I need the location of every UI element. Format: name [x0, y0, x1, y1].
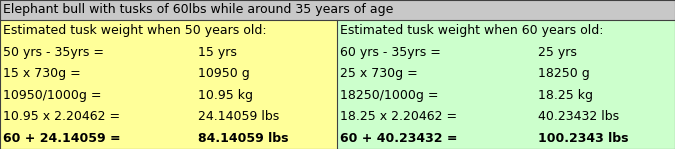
Text: 40.23432 lbs: 40.23432 lbs: [538, 110, 619, 123]
Text: 60 yrs - 35yrs =: 60 yrs - 35yrs =: [340, 46, 441, 59]
Text: 15 yrs: 15 yrs: [198, 46, 237, 59]
Text: Estimated tusk weight when 50 years old:: Estimated tusk weight when 50 years old:: [3, 24, 267, 37]
Text: 10.95 x 2.20462 =: 10.95 x 2.20462 =: [3, 110, 120, 123]
Text: Elephant bull with tusks of 60lbs while around 35 years of age: Elephant bull with tusks of 60lbs while …: [3, 3, 394, 17]
Text: 10950 g: 10950 g: [198, 67, 250, 80]
Text: Estimated tusk weight when 60 years old:: Estimated tusk weight when 60 years old:: [340, 24, 603, 37]
Text: 10950/1000g =: 10950/1000g =: [3, 89, 101, 102]
Text: 18250/1000g =: 18250/1000g =: [340, 89, 439, 102]
Text: 15 x 730g =: 15 x 730g =: [3, 67, 81, 80]
Text: 24.14059 lbs: 24.14059 lbs: [198, 110, 279, 123]
Text: 60 + 24.14059 =: 60 + 24.14059 =: [3, 132, 121, 145]
Bar: [337, 20, 675, 149]
Text: 84.14059 lbs: 84.14059 lbs: [198, 132, 288, 145]
Text: 18.25 x 2.20462 =: 18.25 x 2.20462 =: [340, 110, 457, 123]
Text: 10.95 kg: 10.95 kg: [198, 89, 253, 102]
Text: 18.25 kg: 18.25 kg: [538, 89, 593, 102]
Text: 60 + 40.23432 =: 60 + 40.23432 =: [340, 132, 458, 145]
Text: 25 yrs: 25 yrs: [538, 46, 577, 59]
Bar: [0, 0, 675, 20]
Bar: [0, 20, 337, 149]
Text: 100.2343 lbs: 100.2343 lbs: [538, 132, 628, 145]
Text: 18250 g: 18250 g: [538, 67, 590, 80]
Text: 25 x 730g =: 25 x 730g =: [340, 67, 418, 80]
Text: 50 yrs - 35yrs =: 50 yrs - 35yrs =: [3, 46, 104, 59]
